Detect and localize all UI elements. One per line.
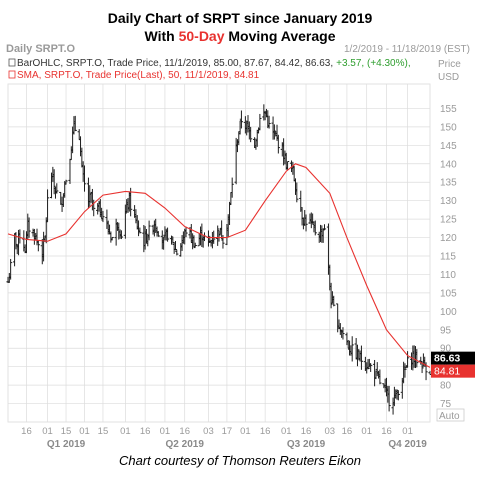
chart-svg: 7580859095100105110115120125130135140145… xyxy=(6,43,475,450)
x-tick-label: 03 xyxy=(324,426,335,437)
y-tick-label: 125 xyxy=(440,215,457,226)
x-tick-label: 01 xyxy=(42,426,53,437)
title-suffix: Moving Average xyxy=(224,28,336,44)
grid xyxy=(7,83,431,423)
quarter-label: Q1 2019 xyxy=(47,439,86,450)
x-tick-label: 01 xyxy=(240,426,251,437)
legend-ohlc: BarOHLC, SRPT.O, Trade Price, 11/1/2019,… xyxy=(17,58,411,69)
x-tick-label: 16 xyxy=(179,426,190,437)
x-tick-label: 16 xyxy=(140,426,151,437)
title-prefix: With xyxy=(144,28,179,44)
y-tick-label: 90 xyxy=(440,344,452,355)
x-tick-label: 01 xyxy=(160,426,171,437)
y-tick-label: 80 xyxy=(440,381,452,392)
x-tick-label: 01 xyxy=(79,426,90,437)
legend-sma: SMA, SRPT.O, Trade Price(Last), 50, 11/1… xyxy=(17,70,260,81)
legend-ohlc-icon xyxy=(8,58,16,67)
x-tick-label: 16 xyxy=(342,426,353,437)
sma-line xyxy=(7,163,431,368)
y-tick-label: 150 xyxy=(440,122,457,133)
legend-ohlc-text: BarOHLC, SRPT.O, Trade Price, 11/1/2019,… xyxy=(17,58,333,69)
y-tick-label: 95 xyxy=(440,325,452,336)
x-tick-label: 03 xyxy=(203,426,214,437)
y-tick-label: 110 xyxy=(440,270,456,281)
y-tick-label: 100 xyxy=(440,307,457,318)
chart-title-line1: Daily Chart of SRPT since January 2019 xyxy=(107,10,373,26)
y-tick-label: 135 xyxy=(440,178,457,189)
chart-caption: Chart courtesy of Thomson Reuters Eikon xyxy=(118,453,362,468)
x-tick-label: 15 xyxy=(98,426,109,437)
y-tick-label: 115 xyxy=(440,252,456,263)
x-axis: 16 01 15 01 15 01 16 01 16 03 17 01 16 01 16 03 16 01 16 01… xyxy=(21,426,427,450)
last-price-value: 86.63 xyxy=(434,353,460,365)
quarter-label: Q3 2019 xyxy=(287,439,326,450)
y-tick-label: 75 xyxy=(440,399,452,410)
quarter-label: Q4 2019 xyxy=(388,439,427,450)
x-tick-label: 16 xyxy=(381,426,392,437)
y-tick-label: 140 xyxy=(440,159,457,170)
x-tick-label: 15 xyxy=(61,426,72,437)
x-tick-label: 01 xyxy=(361,426,372,437)
sma-value-tag: 84.81 xyxy=(431,364,475,378)
chart-title-line2: With 50-Day Moving Average xyxy=(0,28,480,44)
auto-scale-button[interactable] xyxy=(436,408,465,422)
quarter-label: Q2 2019 xyxy=(166,439,205,450)
x-tick-label: 16 xyxy=(301,426,312,437)
sma-value: 84.81 xyxy=(434,366,460,378)
x-tick-label: 01 xyxy=(281,426,292,437)
panel-name: Daily SRPT.O xyxy=(6,43,76,55)
x-tick-label: 16 xyxy=(21,426,32,437)
y-tick-label: 130 xyxy=(440,196,457,207)
y-tick-label: 105 xyxy=(440,288,457,299)
legend-change: +3.57, (+4.30%), xyxy=(336,58,411,69)
title-highlight: 50-Day xyxy=(178,28,225,44)
x-tick-label: 01 xyxy=(120,426,131,437)
price-label: Price xyxy=(438,59,461,70)
x-tick-label: 16 xyxy=(260,426,271,437)
y-tick-label: 155 xyxy=(440,104,457,115)
last-price-tag: 86.63 xyxy=(431,351,475,365)
auto-scale-label: Auto xyxy=(439,411,460,422)
y-tick-label: 120 xyxy=(440,233,457,244)
x-tick-label: 17 xyxy=(222,426,233,437)
ohlc-bars xyxy=(6,104,432,415)
y-tick-label: 145 xyxy=(440,141,457,152)
panel-date-range: 1/2/2019 - 11/18/2019 (EST) xyxy=(344,44,470,55)
plot-frame xyxy=(7,83,431,423)
legend-sma-icon xyxy=(8,70,16,79)
currency-label: USD xyxy=(438,72,459,83)
x-tick-label: 01 xyxy=(402,426,413,437)
